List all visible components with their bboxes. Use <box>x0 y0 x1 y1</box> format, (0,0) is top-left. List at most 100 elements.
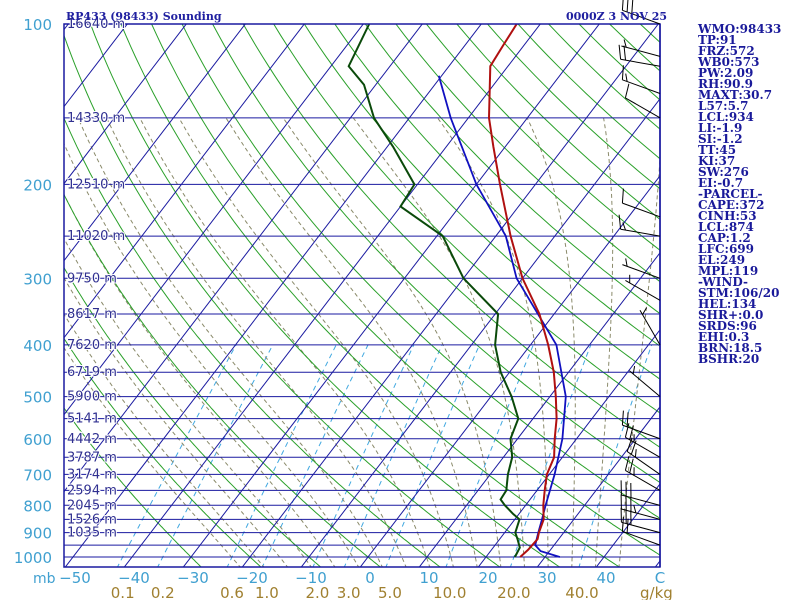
temperature-tick-label: −10 <box>295 569 327 587</box>
height-label: 14330 m <box>67 111 125 126</box>
stat-line: SRDS:96 <box>698 319 757 333</box>
wind-barb <box>621 0 661 25</box>
wind-barb <box>622 258 661 279</box>
barb-feather <box>626 412 629 427</box>
wind-barb <box>639 307 661 346</box>
wind-barb <box>620 480 661 506</box>
isotherm-line <box>64 24 364 416</box>
mixing-ratio-line <box>157 344 274 567</box>
height-label: 9750 m <box>67 271 117 286</box>
stat-line: LFC:699 <box>698 242 754 256</box>
barb-staff <box>625 279 661 301</box>
temperature-tick-label: −40 <box>118 569 150 587</box>
barb-staff <box>625 97 661 119</box>
isotherm-line <box>241 24 659 567</box>
barb-feather <box>626 518 629 534</box>
mixing-ratio-line <box>445 344 534 567</box>
height-label: 3787 m <box>67 450 117 465</box>
height-label: 1526 m <box>67 512 117 527</box>
valid-time: 0000Z 3 NOV 25 <box>566 10 668 23</box>
temperature-tick-label: 10 <box>419 569 438 587</box>
barb-feather <box>621 0 624 11</box>
barb-staff <box>622 79 661 94</box>
barb-feather <box>626 437 633 452</box>
stat-line: CINH:53 <box>698 209 757 223</box>
stat-line: RH:90.9 <box>698 77 753 91</box>
pressure-tick-label: 800 <box>23 497 52 515</box>
dry-adiabat-line <box>64 407 202 567</box>
height-label: 11020 m <box>67 229 125 244</box>
moist-adiabat-line <box>64 237 312 567</box>
pressure-tick-label: 100 <box>23 16 52 34</box>
mixing-ratio-line <box>578 344 653 567</box>
dry-adiabat-line <box>212 24 660 484</box>
mixing-ratio-label: 1.0 <box>255 584 279 600</box>
dry-adiabat-line <box>273 24 660 414</box>
dry-adiabat-line <box>242 24 660 448</box>
wind-barb <box>629 366 661 397</box>
dry-adiabat-line <box>64 117 441 567</box>
barb-feather <box>626 0 629 13</box>
mixing-ratio-line <box>509 344 592 567</box>
barb-staff <box>622 530 661 546</box>
barb-feather <box>634 449 637 458</box>
wind-barb <box>621 188 661 218</box>
pressure-tick-label: 700 <box>23 466 52 484</box>
stat-line: LCL:874 <box>698 220 754 234</box>
wind-barb <box>624 83 661 119</box>
barb-feather <box>623 39 627 48</box>
dry-adiabat-line <box>120 24 621 567</box>
dry-adiabat-line <box>425 24 660 251</box>
stat-line: EHI:0.3 <box>698 330 750 344</box>
mixing-ratio-label: 10.0 <box>433 584 466 600</box>
stat-line: -PARCEL- <box>698 187 763 201</box>
pressure-tick-label: 400 <box>23 337 52 355</box>
isotherm-line <box>359 174 660 567</box>
mixing-ratio-label: 5.0 <box>378 584 402 600</box>
station-title: RP433 (98433) Sounding <box>66 10 222 23</box>
temperature-tick-label: −50 <box>59 569 91 587</box>
isotherm-line <box>64 24 69 31</box>
stat-line: -WIND- <box>698 275 748 289</box>
stat-line: MAXT:30.7 <box>698 88 773 102</box>
moist-adiabat-line <box>139 117 431 567</box>
height-label: 1035 m <box>67 526 117 541</box>
stat-line: WMO:98433 <box>698 22 782 36</box>
moist-adiabat-line <box>106 117 407 567</box>
dry-adiabat-line <box>64 193 382 567</box>
height-label: 2045 m <box>67 498 117 513</box>
stat-line: SI:-1.2 <box>698 132 743 146</box>
dry-adiabat-line <box>181 24 660 520</box>
wind-barb <box>618 44 661 67</box>
temperature-tick-label: −30 <box>177 569 209 587</box>
barb-staff <box>622 424 661 440</box>
temperature-tick-label: −20 <box>236 569 268 587</box>
pressure-tick-label: 600 <box>23 431 52 449</box>
barb-feather <box>629 425 634 440</box>
stat-line: LCL:934 <box>698 110 754 124</box>
dry-adiabat-line <box>89 24 561 567</box>
mixing-ratio-line <box>385 344 480 567</box>
stat-line: STM:106/20 <box>698 286 780 300</box>
wind-barb <box>621 39 661 57</box>
stat-line: CAPE:372 <box>698 198 765 212</box>
height-label: 4442 m <box>67 432 117 447</box>
pressure-tick-label: 1000 <box>14 549 52 567</box>
mixing-ratio-line <box>116 344 237 567</box>
stat-line: SW:276 <box>698 165 749 179</box>
pressure-tick-label: 300 <box>23 270 52 288</box>
stat-line: EL:249 <box>698 253 746 267</box>
stat-line: CAP:1.2 <box>698 231 751 245</box>
barb-staff <box>620 58 661 67</box>
dry-adiabat-line <box>303 24 660 380</box>
height-label: 6719 m <box>67 365 117 380</box>
mixing-ratio-label: 20.0 <box>497 584 530 600</box>
wind-barb <box>621 410 661 440</box>
wind-barb <box>621 65 661 94</box>
isotherm-line <box>123 24 541 567</box>
wind-barb <box>625 274 661 301</box>
barb-staff <box>622 264 661 279</box>
mixing-ratio-label: 2.0 <box>305 584 329 600</box>
stat-line: EI:-0.7 <box>698 176 744 190</box>
